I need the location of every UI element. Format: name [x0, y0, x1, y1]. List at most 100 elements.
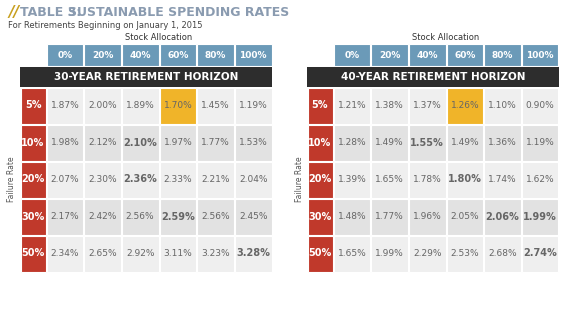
Bar: [484, 198, 521, 234]
Bar: [484, 44, 521, 66]
Bar: [46, 198, 83, 234]
Bar: [522, 198, 558, 234]
Text: 80%: 80%: [492, 50, 513, 60]
Text: 100%: 100%: [240, 50, 267, 60]
Text: 60%: 60%: [454, 50, 475, 60]
Text: 50%: 50%: [308, 249, 332, 259]
Bar: [84, 88, 121, 124]
Text: 5%: 5%: [25, 100, 41, 111]
Bar: [522, 44, 558, 66]
Text: 1.48%: 1.48%: [338, 212, 366, 221]
Bar: [159, 88, 196, 124]
Bar: [122, 125, 158, 161]
Text: 2.10%: 2.10%: [123, 137, 157, 147]
Bar: [409, 125, 445, 161]
Bar: [371, 198, 408, 234]
Bar: [484, 88, 521, 124]
Text: 2.56%: 2.56%: [126, 212, 155, 221]
Bar: [46, 88, 83, 124]
Bar: [122, 235, 158, 271]
Bar: [522, 235, 558, 271]
Text: 1.21%: 1.21%: [338, 101, 366, 110]
Text: 1.38%: 1.38%: [375, 101, 404, 110]
Bar: [371, 44, 408, 66]
Text: 2.36%: 2.36%: [123, 175, 157, 184]
Text: 30-YEAR RETIREMENT HORIZON: 30-YEAR RETIREMENT HORIZON: [54, 72, 238, 82]
Bar: [235, 125, 271, 161]
Text: 1.65%: 1.65%: [338, 249, 366, 258]
Bar: [308, 125, 332, 161]
Text: 2.65%: 2.65%: [88, 249, 117, 258]
Text: 1.19%: 1.19%: [526, 138, 554, 147]
Text: 100%: 100%: [526, 50, 554, 60]
Bar: [21, 198, 46, 234]
Text: Failure Rate: Failure Rate: [8, 157, 16, 202]
Bar: [308, 235, 332, 271]
Text: 0%: 0%: [57, 50, 73, 60]
Text: For Retirements Beginning on January 1, 2015: For Retirements Beginning on January 1, …: [8, 21, 203, 29]
Text: 1.89%: 1.89%: [126, 101, 155, 110]
Bar: [84, 198, 121, 234]
Text: 20%: 20%: [379, 50, 400, 60]
Text: 2.07%: 2.07%: [50, 175, 79, 184]
Text: 2.74%: 2.74%: [523, 249, 557, 259]
Bar: [235, 88, 271, 124]
Text: 2.05%: 2.05%: [451, 212, 479, 221]
Text: 2.45%: 2.45%: [239, 212, 267, 221]
Text: 40-YEAR RETIREMENT HORIZON: 40-YEAR RETIREMENT HORIZON: [340, 72, 525, 82]
Bar: [46, 44, 83, 66]
Text: 2.21%: 2.21%: [201, 175, 230, 184]
Bar: [522, 162, 558, 198]
Bar: [333, 44, 370, 66]
Text: 2.12%: 2.12%: [88, 138, 117, 147]
Bar: [84, 162, 121, 198]
Bar: [122, 162, 158, 198]
Text: 2.56%: 2.56%: [201, 212, 230, 221]
Bar: [447, 88, 483, 124]
Text: 1.37%: 1.37%: [413, 101, 441, 110]
Bar: [84, 44, 121, 66]
Bar: [522, 125, 558, 161]
Bar: [484, 125, 521, 161]
Text: 1.74%: 1.74%: [488, 175, 517, 184]
Text: 3.11%: 3.11%: [163, 249, 192, 258]
Bar: [122, 44, 158, 66]
Bar: [409, 44, 445, 66]
Text: 10%: 10%: [21, 137, 45, 147]
Bar: [235, 162, 271, 198]
Bar: [21, 235, 46, 271]
Text: 0%: 0%: [344, 50, 359, 60]
Text: 20%: 20%: [308, 175, 332, 184]
Bar: [308, 88, 332, 124]
Text: 2.33%: 2.33%: [163, 175, 192, 184]
Bar: [159, 235, 196, 271]
Text: 1.53%: 1.53%: [239, 138, 268, 147]
Text: 1.36%: 1.36%: [488, 138, 517, 147]
Text: 1.19%: 1.19%: [239, 101, 268, 110]
Text: 1.55%: 1.55%: [410, 137, 444, 147]
Text: 2.42%: 2.42%: [88, 212, 117, 221]
Bar: [20, 67, 272, 87]
Text: 40%: 40%: [130, 50, 151, 60]
Bar: [409, 162, 445, 198]
Bar: [21, 162, 46, 198]
Bar: [522, 88, 558, 124]
Text: 1.45%: 1.45%: [201, 101, 230, 110]
Bar: [409, 235, 445, 271]
Text: 1.96%: 1.96%: [413, 212, 441, 221]
Bar: [235, 235, 271, 271]
Bar: [159, 198, 196, 234]
Text: 1.49%: 1.49%: [451, 138, 479, 147]
Text: 2.34%: 2.34%: [50, 249, 79, 258]
Text: 1.26%: 1.26%: [451, 101, 479, 110]
Bar: [122, 88, 158, 124]
Text: 10%: 10%: [308, 137, 332, 147]
Text: 1.78%: 1.78%: [413, 175, 441, 184]
Text: 1.39%: 1.39%: [338, 175, 366, 184]
Bar: [447, 125, 483, 161]
Text: 80%: 80%: [205, 50, 226, 60]
Text: Stock Allocation: Stock Allocation: [125, 32, 193, 42]
Bar: [371, 88, 408, 124]
Bar: [371, 235, 408, 271]
Bar: [333, 235, 370, 271]
